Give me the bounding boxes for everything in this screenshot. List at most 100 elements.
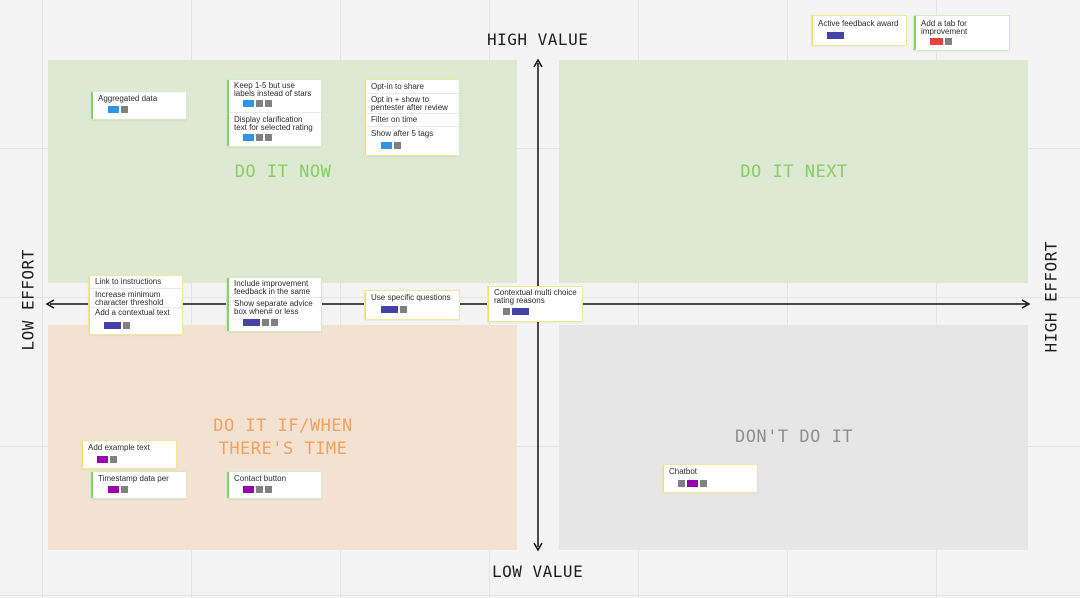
sticky-note[interactable]: Add a tab for improvement [913, 15, 1010, 51]
axis-label-right: HIGH EFFORT [1041, 241, 1061, 353]
note-text: Active feedback award [818, 19, 899, 28]
note-divider [366, 113, 459, 114]
note-tags [503, 308, 531, 316]
quadrant-label-now: DO IT NOW [234, 162, 332, 182]
note-text: Add a contextual text [95, 308, 170, 317]
sticky-note[interactable]: Contact button [226, 471, 322, 499]
note-tags [381, 306, 409, 314]
note-text: Increase minimum character threshold [95, 290, 164, 307]
tag [945, 38, 952, 45]
tag [121, 106, 128, 113]
sticky-note[interactable]: Add example text [81, 440, 177, 469]
note-text: Keep 1-5 but use labels instead of stars [234, 81, 312, 98]
tag [687, 480, 698, 487]
quadrant-label-dont: DON'T DO IT [734, 427, 854, 447]
note-text: Contact button [234, 474, 287, 483]
note-text: Filter on time [371, 115, 418, 124]
axis-arrow-up [533, 58, 543, 68]
note-tags [827, 32, 846, 40]
note-tags [243, 100, 274, 108]
tag [381, 142, 392, 149]
tag [265, 486, 272, 493]
axis-arrow-down [533, 542, 543, 552]
note-text: Add a tab for improvement [921, 19, 968, 36]
tag [827, 32, 844, 39]
tag [243, 134, 254, 141]
sticky-note[interactable]: Active feedback award [811, 15, 907, 46]
axis-arrow-right [1021, 299, 1031, 309]
sticky-note-stack[interactable]: Link to instructions Increase minimum ch… [88, 275, 183, 335]
note-tags [97, 456, 119, 464]
note-text: Opt-in to share [371, 82, 424, 91]
quadrant-label-next: DO IT NEXT [740, 162, 848, 182]
note-tags [243, 134, 274, 142]
tag [930, 38, 943, 45]
tag [256, 486, 263, 493]
note-tags [104, 322, 132, 330]
sticky-note[interactable]: Use specific questions [364, 290, 460, 320]
note-text: Add example text [88, 443, 150, 452]
tag [503, 308, 510, 315]
note-text: Include improvement feedback in the same [234, 279, 311, 296]
note-tags [243, 319, 280, 327]
tag [271, 319, 278, 326]
tag [256, 100, 263, 107]
note-text: Opt in + show to pentester after review [371, 95, 448, 112]
axis-label-left: LOW EFFORT [18, 249, 38, 351]
axis-arrow-left [45, 299, 55, 309]
note-tags [381, 142, 403, 150]
sticky-note[interactable]: Aggregated data [90, 91, 187, 120]
sticky-note-stack[interactable]: Include improvement feedback in the same… [226, 277, 322, 332]
quadrant-dont-do-it [559, 325, 1028, 550]
note-text: Use specific questions [371, 293, 451, 302]
tag [262, 319, 269, 326]
tag [243, 100, 254, 107]
tag [265, 100, 272, 107]
note-divider [229, 297, 321, 298]
tag [108, 486, 119, 493]
note-text: Aggregated data [98, 94, 158, 103]
tag [700, 480, 707, 487]
note-text: Chatbot [669, 467, 698, 476]
tag [394, 142, 401, 149]
tag [123, 322, 130, 329]
note-divider [366, 126, 459, 127]
quadrant-label-time-line2: THERE'S TIME [218, 439, 348, 459]
tag [381, 306, 398, 313]
sticky-note[interactable]: Timestamp data per [90, 471, 187, 499]
note-divider [90, 288, 182, 289]
tag [512, 308, 529, 315]
note-text: Link to instructions [95, 277, 162, 286]
quadrant-do-it-if-time [48, 325, 517, 550]
note-divider [229, 112, 321, 113]
note-divider [90, 307, 182, 308]
note-text: Display clarification text for selected … [234, 115, 313, 132]
note-tags [108, 106, 130, 114]
tag [265, 134, 272, 141]
tag [256, 134, 263, 141]
sticky-note-stack[interactable]: Keep 1-5 but use labels instead of stars… [226, 79, 322, 147]
sticky-note-stack[interactable]: Opt-in to share Opt in + show to pentest… [364, 79, 460, 156]
note-text: Show separate advice box when# or less [234, 299, 313, 316]
note-tags [678, 480, 709, 488]
note-tags [243, 486, 274, 494]
sticky-note[interactable]: Contextual multi choice rating reasons [487, 286, 583, 322]
tag [243, 486, 254, 493]
tag [243, 319, 260, 326]
note-text: Contextual multi choice rating reasons [494, 288, 577, 305]
axis-label-top: HIGH VALUE [487, 30, 589, 49]
tag [678, 480, 685, 487]
tag [400, 306, 407, 313]
note-tags [930, 38, 954, 46]
axis-label-bottom: LOW VALUE [492, 562, 584, 581]
quadrant-label-time: DO IT IF/WHEN THERE'S TIME [183, 415, 383, 461]
tag [110, 456, 117, 463]
tag [108, 106, 119, 113]
note-tags [108, 486, 130, 494]
tag [97, 456, 108, 463]
note-text: Show after 5 tags [371, 129, 434, 138]
quadrant-label-time-line1: DO IT IF/WHEN [213, 416, 353, 436]
tag [104, 322, 121, 329]
note-divider [366, 93, 459, 94]
sticky-note[interactable]: Chatbot [662, 464, 758, 493]
